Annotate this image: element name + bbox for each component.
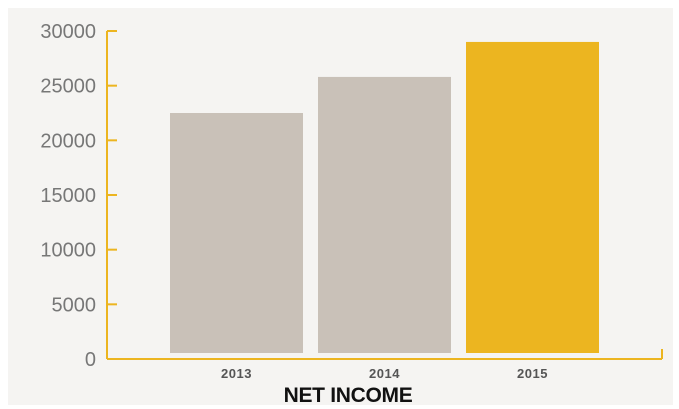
x-tick-label: 2015 — [517, 366, 548, 381]
y-tick-labels: 0 5000 10000 15000 20000 25000 30000 — [40, 21, 96, 371]
y-tick-label: 25000 — [40, 76, 96, 98]
y-tick-label: 0 — [85, 349, 96, 371]
x-tick-label: 2014 — [369, 366, 400, 381]
y-tick-label: 10000 — [40, 240, 96, 262]
bar-2015 — [466, 41, 599, 353]
bar-2013 — [170, 113, 303, 353]
x-tick-label: 2013 — [221, 366, 252, 381]
y-tick-label: 15000 — [40, 185, 96, 207]
bars — [170, 41, 599, 354]
chart-title: NET INCOME — [284, 384, 413, 407]
y-tick-label: 30000 — [40, 21, 96, 43]
y-axis — [106, 30, 117, 360]
y-tick-label: 5000 — [52, 294, 97, 316]
bar-2014 — [318, 76, 451, 354]
y-tick-label: 20000 — [40, 130, 96, 152]
x-tick-labels: 2013 2014 2015 — [221, 366, 548, 381]
x-axis — [107, 349, 663, 360]
